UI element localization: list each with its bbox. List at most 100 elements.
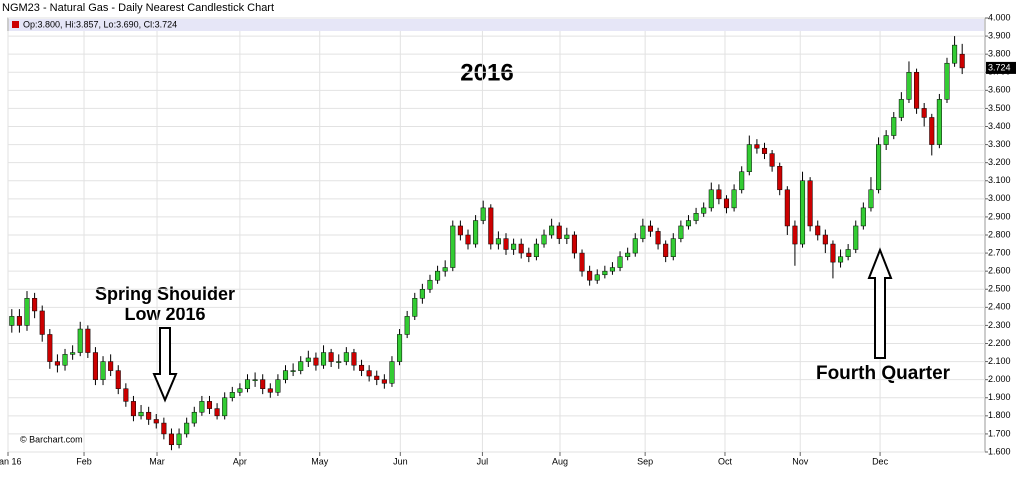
candle-body <box>792 225 798 245</box>
candle-body <box>267 388 273 393</box>
candle-body <box>412 298 418 317</box>
candle-body <box>556 225 562 239</box>
candle-body <box>397 334 403 362</box>
candle-body <box>929 117 935 145</box>
candle-body <box>24 298 30 326</box>
candle-body <box>32 298 38 312</box>
candle-body <box>663 243 669 257</box>
candle-body <box>898 99 904 118</box>
candle-body <box>298 361 304 371</box>
candle-body <box>70 352 76 355</box>
candle-body <box>404 316 410 335</box>
candle-body <box>138 411 144 417</box>
candle-body <box>701 207 707 214</box>
candle-body <box>678 225 684 239</box>
candle-body <box>450 225 456 268</box>
candle-body <box>313 357 319 366</box>
candle-body <box>290 370 296 372</box>
candle-body <box>670 238 676 257</box>
y-tick-label: 3.800 <box>988 49 1011 59</box>
candle-body <box>777 166 783 191</box>
x-tick-label: Oct <box>718 456 733 466</box>
candle-body <box>891 117 897 136</box>
candle-body <box>944 62 950 100</box>
x-tick-label: Sep <box>637 456 653 466</box>
candle-body <box>16 316 22 326</box>
candle-body <box>495 238 501 245</box>
candle-body <box>526 252 532 257</box>
candle-body <box>503 238 509 250</box>
candle-body <box>609 267 615 272</box>
y-tick-label: 3.100 <box>988 175 1011 185</box>
candle-body <box>374 375 380 380</box>
candle-body <box>77 328 83 353</box>
candle-body <box>541 234 547 245</box>
legend-text: Op:3.800, Hi:3.857, Lo:3.690, Cl:3.724 <box>23 19 177 29</box>
candle-body <box>343 352 349 362</box>
candle-body <box>237 388 243 393</box>
y-tick-label: 1.900 <box>988 392 1011 402</box>
candle-body <box>564 234 570 239</box>
candle-body <box>480 207 486 221</box>
candle-body <box>305 357 311 362</box>
candle-body <box>815 225 821 236</box>
y-tick-label: 2.000 <box>988 374 1011 384</box>
candle-body <box>655 231 661 245</box>
candle-body <box>457 225 463 236</box>
candle-body <box>85 328 91 353</box>
y-tick-label: 2.300 <box>988 320 1011 330</box>
candle-body <box>381 379 387 384</box>
candle-body <box>206 401 213 409</box>
candle-body <box>320 352 327 366</box>
candle-body <box>587 270 593 281</box>
candle-body <box>936 99 942 145</box>
candle-body <box>465 234 471 245</box>
candle-body <box>822 234 828 245</box>
candle-body <box>571 234 577 254</box>
annotation: Fourth Quarter <box>816 363 951 384</box>
candle-body <box>100 361 106 380</box>
y-tick-label: 3.000 <box>988 193 1011 203</box>
candle-body <box>62 354 68 366</box>
candle-body <box>632 238 638 254</box>
last-price-label: 3.724 <box>988 62 1011 72</box>
candle-body <box>640 225 646 239</box>
y-tick-label: 2.400 <box>988 302 1011 312</box>
candle-body <box>746 144 752 172</box>
candle-body <box>123 388 129 402</box>
legend-band <box>9 19 984 31</box>
candle-body <box>602 270 608 276</box>
candle-body <box>54 361 60 366</box>
candle-body <box>435 270 441 281</box>
candle-body <box>739 171 745 191</box>
y-tick-label: 1.800 <box>988 410 1011 420</box>
candle-body <box>685 220 692 227</box>
candle-body <box>617 256 623 268</box>
y-tick-label: 2.500 <box>988 284 1011 294</box>
candle-body <box>260 379 266 389</box>
candle-body <box>359 364 365 371</box>
candle-body <box>518 243 524 254</box>
down-arrow <box>152 327 178 403</box>
candle-body <box>336 361 342 363</box>
candle-body <box>799 180 806 245</box>
candle-body <box>222 397 228 417</box>
y-tick-label: 3.500 <box>988 103 1011 113</box>
candle-body <box>168 433 174 446</box>
candle-body <box>39 310 45 335</box>
y-tick-label: 3.200 <box>988 157 1011 167</box>
candle-body <box>153 419 159 424</box>
up-arrow <box>867 247 893 359</box>
x-tick-label: Apr <box>233 456 247 466</box>
candle-body <box>784 189 790 227</box>
candle-body <box>130 401 136 417</box>
chart-title: NGM23 - Natural Gas - Daily Nearest Cand… <box>2 2 274 14</box>
y-tick-label: 2.200 <box>988 338 1011 348</box>
candle-body <box>579 252 585 272</box>
candle-body <box>366 370 372 377</box>
y-tick-label: 1.700 <box>988 428 1011 438</box>
candle-body <box>161 422 167 435</box>
last-price-box <box>986 61 1016 74</box>
candle-body <box>594 274 600 281</box>
